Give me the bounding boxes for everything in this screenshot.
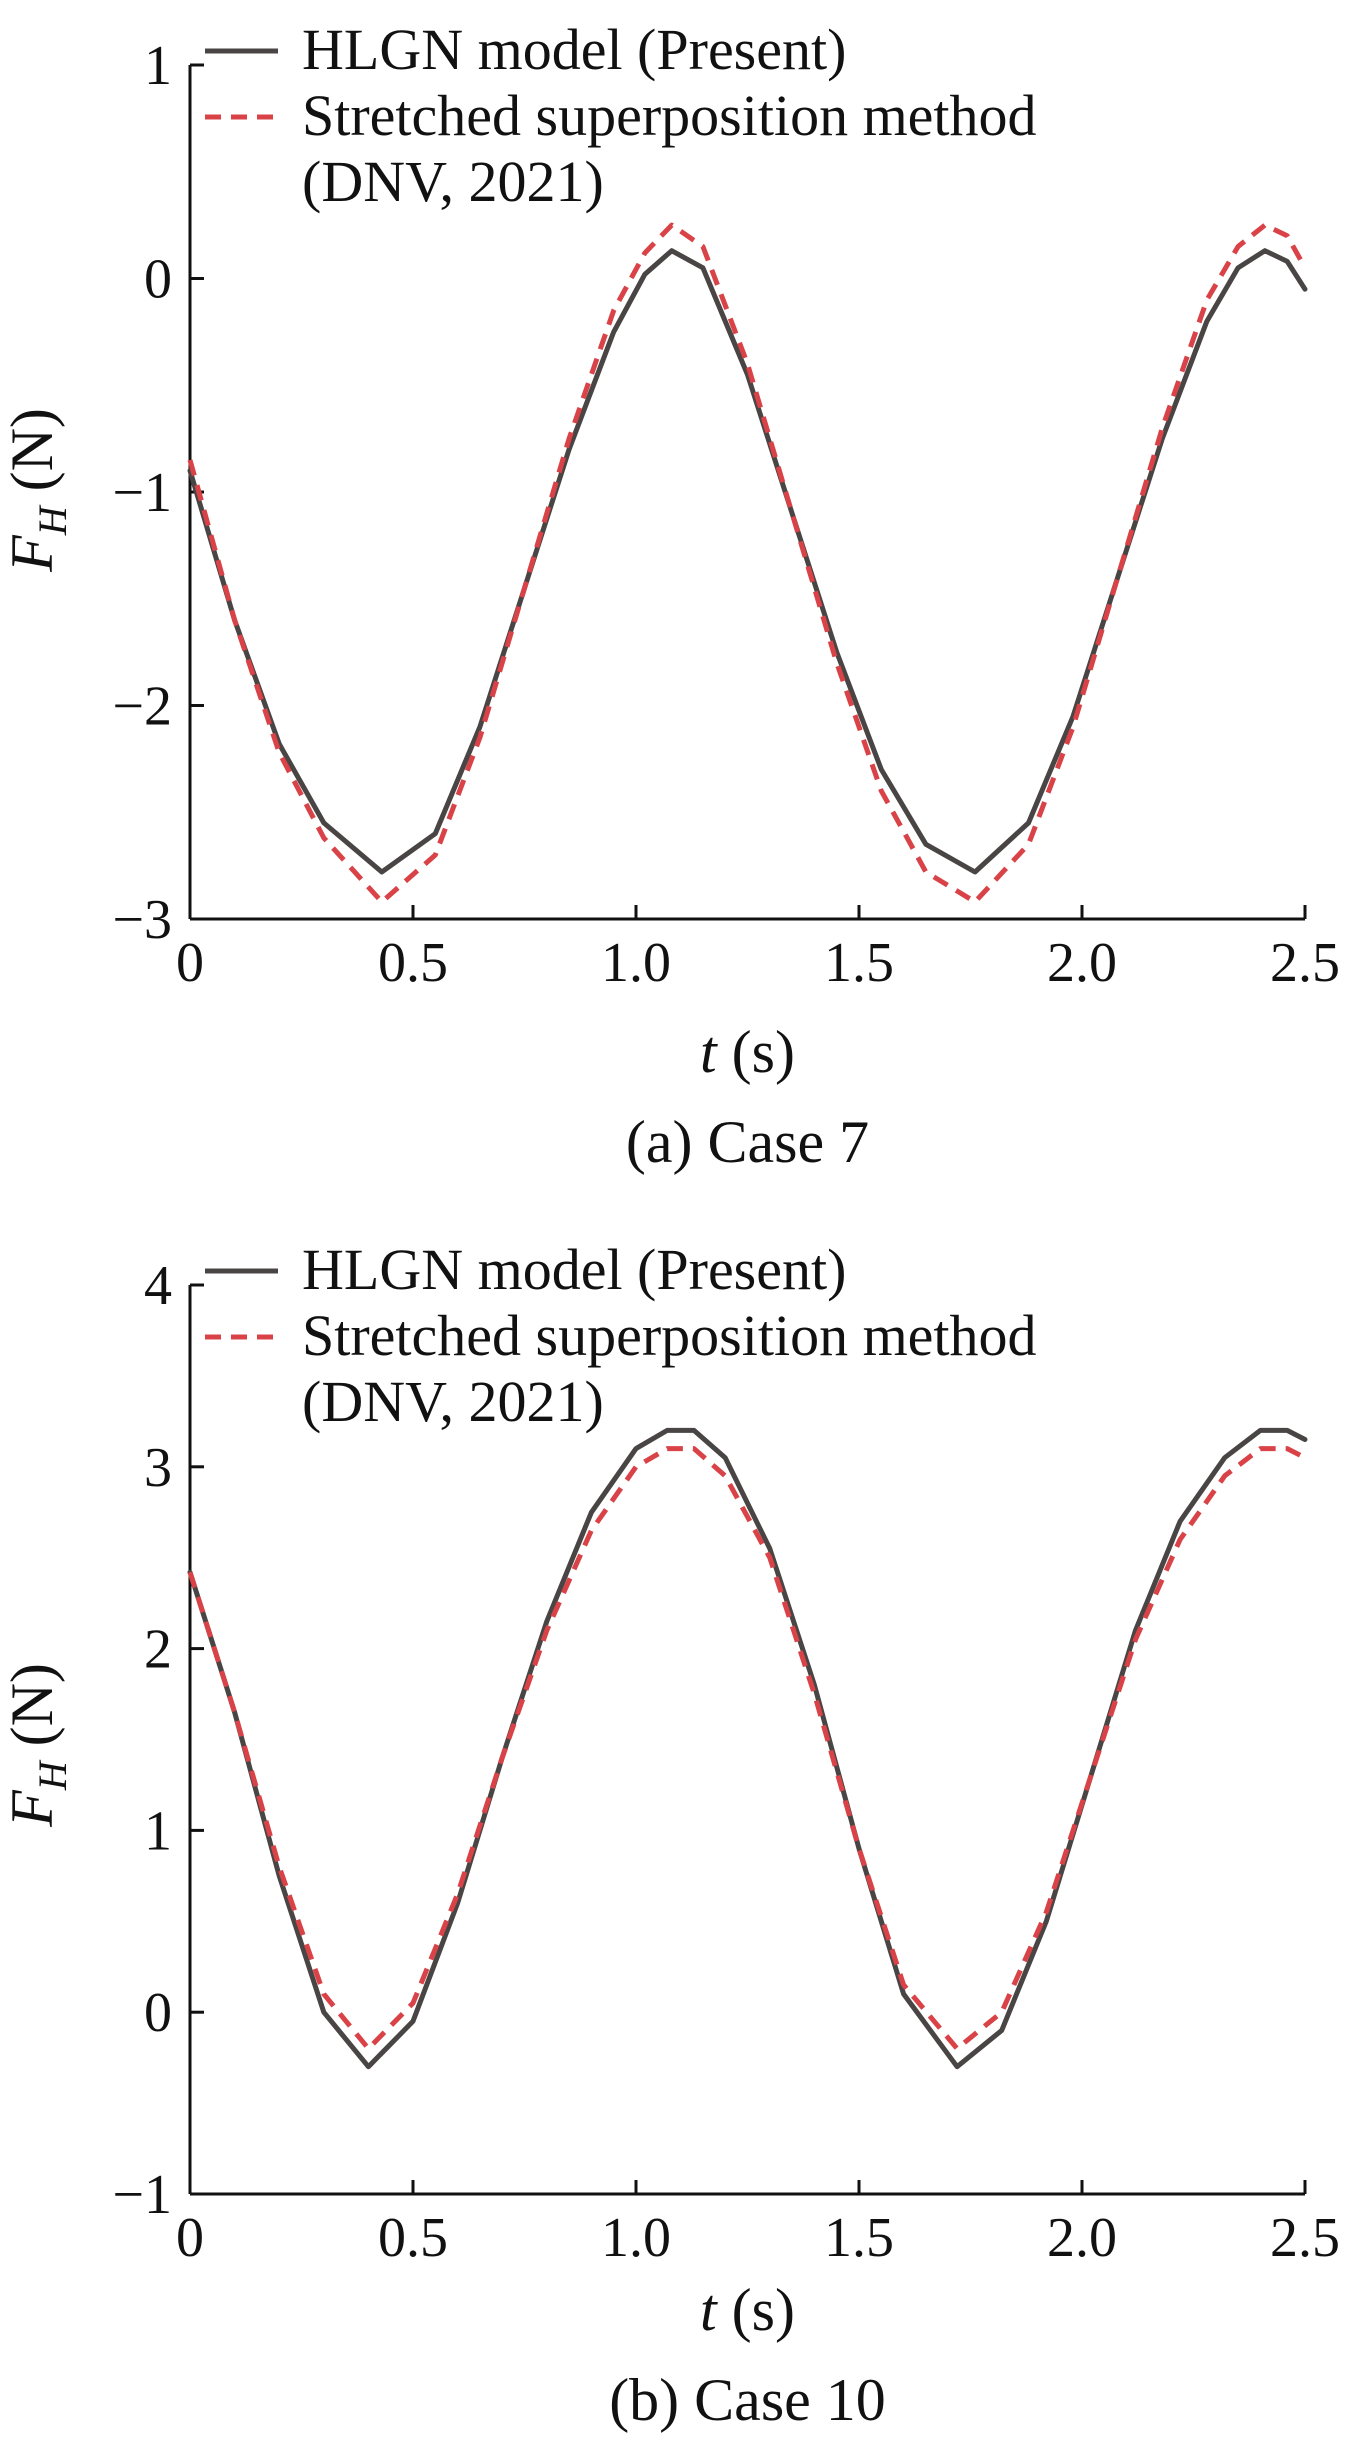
x-tick-label: 1.0 [601,932,671,994]
panel-caption: (b) Case 10 [609,2367,886,2433]
y-tick-label: −1 [112,462,172,524]
y-tick-label: 0 [144,1982,172,2044]
legend-label-stretched-superposition-cont: (DNV, 2021) [302,149,604,214]
x-tick-label: 1.0 [601,2207,671,2269]
y-tick-label: −1 [112,2164,172,2226]
panel-caption: (a) Case 7 [626,1109,869,1175]
y-tick-label: −3 [112,889,172,951]
y-axis-label: FH (N) [0,1663,75,1828]
x-axis-label-unit: (s) [717,2277,795,2343]
x-axis-label: t (s) [700,1019,795,1085]
y-axis-label-var: F [0,1789,65,1828]
y-axis-label-unit: (N) [0,1663,65,1761]
y-axis-label: FH (N) [0,408,75,573]
y-tick-label: −2 [112,676,172,738]
y-axis-label-unit: (N) [0,408,65,506]
x-tick-label: 0.5 [378,2207,448,2269]
x-tick-label: 1.5 [824,932,894,994]
legend-label-stretched-superposition: Stretched superposition method [302,83,1037,148]
x-tick-label: 1.5 [824,2207,894,2269]
y-tick-label: 4 [144,1255,172,1317]
x-axis-label-var: t [700,1019,718,1085]
legend-label-hlgn-model: HLGN model (Present) [302,1237,846,1302]
x-tick-label: 2.5 [1270,2207,1340,2269]
x-tick-label: 0.5 [378,932,448,994]
y-axis-label-var: F [0,534,65,573]
x-tick-label: 0 [176,2207,204,2269]
y-tick-label: 3 [144,1437,172,1499]
y-tick-label: 0 [144,249,172,311]
y-tick-label: 1 [144,35,172,97]
x-tick-label: 2.5 [1270,932,1340,994]
legend-label-stretched-superposition: Stretched superposition method [302,1303,1037,1368]
x-axis-label-var: t [700,2277,718,2343]
x-tick-label: 2.0 [1047,932,1117,994]
y-tick-label: 1 [144,1800,172,1862]
x-axis-label-unit: (s) [717,1019,795,1085]
y-axis-label-subscript: H [30,504,75,536]
x-tick-label: 0 [176,932,204,994]
y-axis-label-subscript: H [30,1759,75,1791]
figure: −3−2−1010 0.5 1.0 1.5 2.0 2.5HLGN model (Pres… [0,0,1358,2442]
legend-label-stretched-superposition-cont: (DNV, 2021) [302,1369,604,1434]
x-tick-label: 2.0 [1047,2207,1117,2269]
y-tick-label: 2 [144,1619,172,1681]
x-axis-label: t (s) [700,2277,795,2343]
legend-label-hlgn-model: HLGN model (Present) [302,17,846,82]
